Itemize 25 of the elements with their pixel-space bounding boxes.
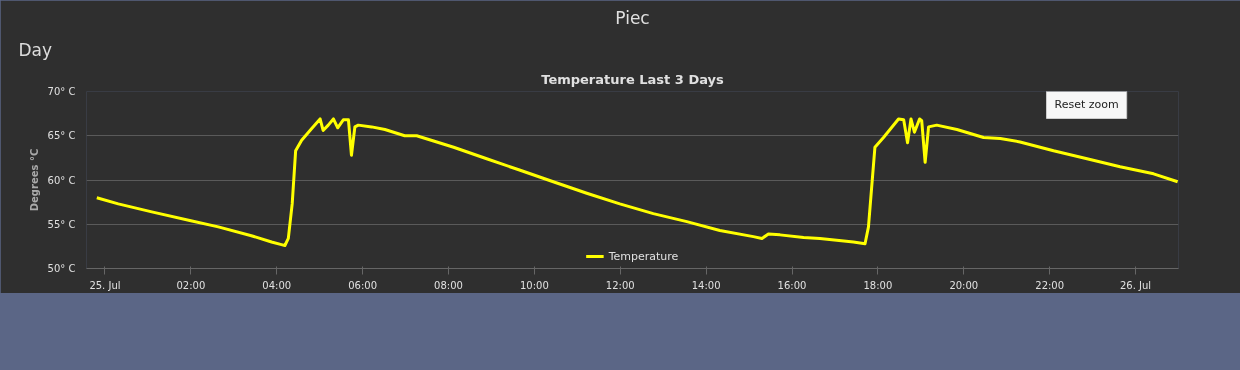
- y-tick-label: 50° C: [47, 263, 76, 274]
- annotation: Reset zoom: [1054, 97, 1119, 111]
- y-tick-label: 65° C: [47, 130, 76, 142]
- y-axis-title: Degrees °C: [28, 148, 40, 212]
- line-series: [95, 117, 1179, 247]
- text: Piec: [615, 7, 650, 28]
- x-tick-label: 25. Jul: [89, 279, 121, 291]
- x-tick-label: 26. Jul: [1119, 279, 1152, 291]
- x-tick-label: 18:00: [863, 279, 893, 291]
- text: Day: [18, 39, 53, 60]
- x-tick-label: 02:00: [176, 279, 206, 291]
- y-tick-label: 55° C: [47, 218, 76, 230]
- y-tick-label: 70° C: [47, 86, 76, 97]
- x-tick-label: 12:00: [605, 279, 635, 291]
- legend-label: Temperature: [608, 249, 679, 263]
- x-tick-label: 04:00: [262, 279, 292, 291]
- x-tick-label: 10:00: [519, 279, 549, 291]
- y-tick-label: 60° C: [47, 174, 76, 186]
- chart-title: Temperature Last 3 Days: [541, 71, 725, 87]
- x-tick-label: 14:00: [691, 279, 721, 291]
- x-tick-label: 22:00: [1035, 279, 1065, 291]
- x-tick-label: 08:00: [434, 279, 463, 291]
- x-tick-label: 16:00: [777, 279, 807, 291]
- x-tick-label: 06:00: [348, 279, 378, 291]
- x-tick-label: 20:00: [949, 279, 979, 291]
